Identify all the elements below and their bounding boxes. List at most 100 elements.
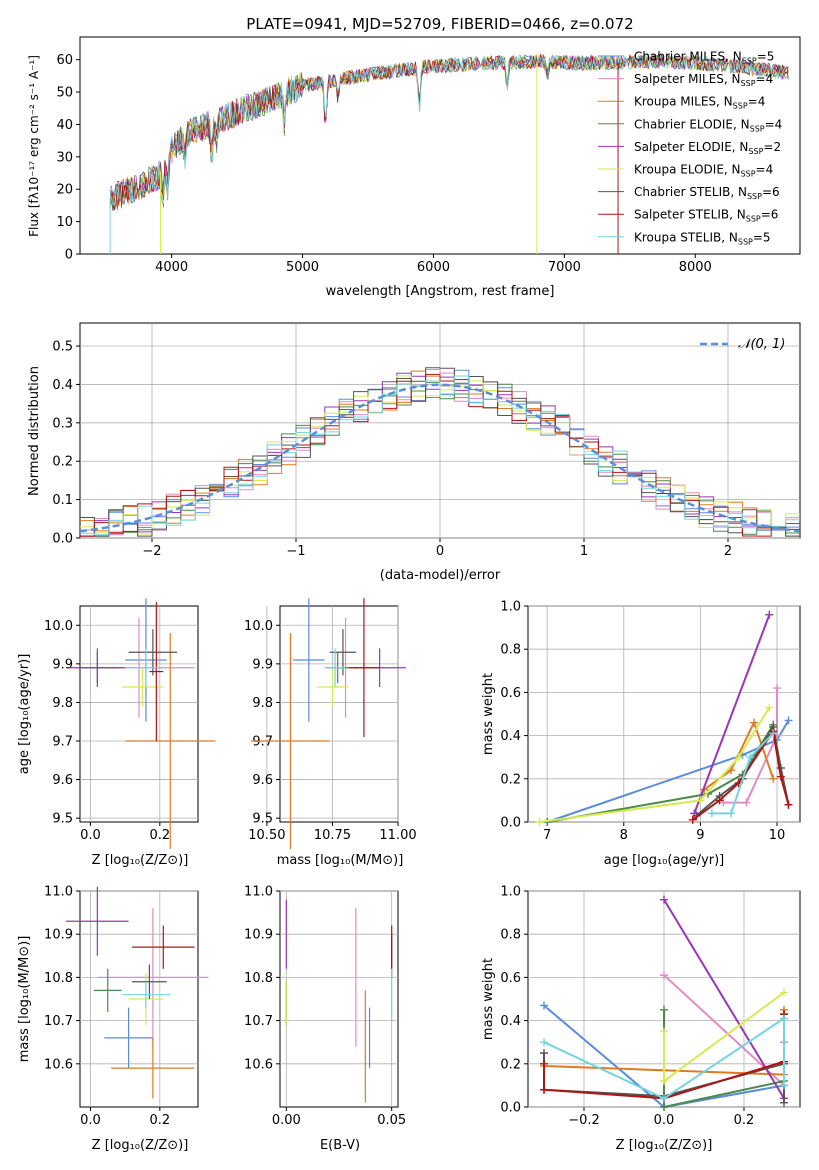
age-vs-weight-xtick-label: 10 xyxy=(769,828,786,843)
residuals-ytick-label: 0.0 xyxy=(52,532,73,547)
residuals-histogram-step xyxy=(80,367,800,537)
z-vs-mass-plot-area: 0.0 0.2 10.6 10.7 10.8 10.9 11.0 xyxy=(44,885,209,1128)
z-vs-weight-point-marker xyxy=(660,1027,668,1036)
spectrum-legend-label: Kroupa ELODIE, NSSP=4 xyxy=(634,163,773,179)
spectrum-legend-label: Kroupa STELIB, NSSP=5 xyxy=(634,230,771,246)
z-vs-weight-ytick-label: 0.4 xyxy=(500,1014,521,1029)
age-vs-weight-xtick-label: 8 xyxy=(620,828,628,843)
z-vs-weight-ytick-label: 0.8 xyxy=(500,928,521,943)
spectrum-series-line xyxy=(109,54,789,207)
z-vs-age-ytick-label: 9.5 xyxy=(52,812,73,827)
spectrum-ytick-label: 60 xyxy=(56,53,73,68)
age-vs-weight-xtick-label: 9 xyxy=(696,828,704,843)
z-vs-age-axes-frame xyxy=(79,605,199,823)
z-vs-age-ytick-label: 9.7 xyxy=(52,735,73,750)
z-vs-weight-point-marker xyxy=(540,1038,548,1047)
z-vs-weight-point-marker xyxy=(780,1081,788,1090)
z-vs-age-plot-area: 0.0 0.2 9.5 9.6 9.7 9.8 9.9 10.0 xyxy=(44,598,216,849)
mass-vs-age-ytick-label: 9.8 xyxy=(252,696,273,711)
mass-vs-age-xtick-label: 11.00 xyxy=(379,828,416,843)
age-vs-weight-point-marker xyxy=(769,729,778,738)
z-vs-mass-xtick-label: 0.2 xyxy=(149,1113,170,1128)
spectrum-xtick-label: 5000 xyxy=(286,260,319,275)
spectrum-legend: Chabrier MILES, NSSP=5 Salpeter MILES, NS… xyxy=(598,50,782,246)
age-vs-weight-point-marker xyxy=(742,798,751,807)
age-vs-weight-point-marker xyxy=(784,800,793,809)
age-vs-weight-ytick-label: 1.0 xyxy=(500,600,521,615)
age-vs-weight-ytick-label: 0.6 xyxy=(500,686,521,701)
spectrum-ytick-label: 10 xyxy=(56,215,73,230)
residuals-plot-area: −2 −1 0 1 2 0.0 0.1 0.2 0.3 0.4 0.5 xyxy=(52,323,801,559)
age-vs-weight-ytick-label: 0.8 xyxy=(500,643,521,658)
age-vs-weight-xlabel: age [log₁₀(age/yr)] xyxy=(604,853,725,868)
ebv-vs-mass-axes-frame xyxy=(279,890,399,1108)
z-vs-mass-ytick-label: 10.7 xyxy=(44,1014,73,1029)
age-vs-weight-point-marker xyxy=(773,684,782,693)
spectrum-xtick-label: 7000 xyxy=(548,260,581,275)
z-vs-weight-series-line xyxy=(663,899,785,1099)
residuals-xtick-label: −1 xyxy=(286,544,305,559)
z-vs-weight-point-marker xyxy=(540,1049,548,1057)
residuals-xtick-label: 1 xyxy=(580,544,588,559)
residuals-histogram-step xyxy=(80,373,800,537)
age-vs-weight-series-line xyxy=(692,728,790,821)
age-vs-weight-point-marker xyxy=(707,809,716,818)
z-vs-weight-ylabel: mass weight xyxy=(481,958,496,1040)
z-vs-weight-ytick-label: 0.6 xyxy=(500,971,521,986)
residuals-panel: −2 −1 0 1 2 0.0 0.1 0.2 0.3 0.4 0.5 (data-model)/e… xyxy=(27,322,801,583)
z-vs-weight-point-marker xyxy=(540,1085,548,1094)
z-vs-age-xtick-label: 0.0 xyxy=(80,828,101,843)
age-vs-weight-point-marker xyxy=(776,772,785,781)
z-vs-age-ytick-label: 9.6 xyxy=(52,773,73,788)
ebv-vs-mass-ytick-label: 10.8 xyxy=(244,971,273,986)
z-vs-weight-point-marker xyxy=(660,895,668,904)
z-vs-weight-point-marker xyxy=(780,1014,788,1023)
z-vs-weight-ytick-label: 0.0 xyxy=(500,1101,521,1116)
residuals-xtick-label: 2 xyxy=(724,544,732,559)
ebv-vs-mass-ytick-label: 11.0 xyxy=(244,885,273,900)
age-vs-weight-series-line xyxy=(539,706,771,823)
z-vs-weight-point-marker xyxy=(660,1077,668,1086)
residuals-xlabel: (data-model)/error xyxy=(380,568,501,583)
mass-vs-age-ytick-label: 9.7 xyxy=(252,735,273,750)
spectrum-ytick-label: 0 xyxy=(65,248,73,263)
spectrum-xtick-label: 6000 xyxy=(417,260,450,275)
residuals-normal-curve xyxy=(79,383,801,533)
residuals-ytick-label: 0.1 xyxy=(52,493,73,508)
mass-vs-age-xtick-label: 10.50 xyxy=(248,828,285,843)
age-vs-weight-point-marker xyxy=(784,716,793,725)
ebv-vs-mass-xtick-label: 0.00 xyxy=(272,1113,301,1128)
z-vs-mass-ytick-label: 10.9 xyxy=(44,928,73,943)
mass-vs-age-xtick-label: 10.75 xyxy=(314,828,351,843)
age-vs-weight-series-line xyxy=(547,724,775,823)
residuals-xtick-label: 0 xyxy=(436,544,444,559)
residuals-xtick-label: −2 xyxy=(142,544,161,559)
age-vs-weight-panel: 7 8 9 10 0.0 0.2 0.4 0.6 0.8 1.0 age [log₁₀(age/y… xyxy=(481,600,801,868)
ebv-vs-mass-xlabel: E(B-V) xyxy=(320,1138,360,1153)
ebv-vs-mass-ytick-label: 10.7 xyxy=(244,1014,273,1029)
z-vs-age-panel: 0.0 0.2 9.5 9.6 9.7 9.8 9.9 10.0 Z [log₁₀(Z/Z⊙)… xyxy=(17,598,216,868)
spectrum-ytick-label: 30 xyxy=(56,150,73,165)
z-vs-weight-point-marker xyxy=(660,971,668,980)
age-vs-weight-point-marker xyxy=(750,718,759,727)
z-vs-weight-xtick-label: 0.0 xyxy=(654,1113,675,1128)
spectrum-ylabel: Flux [fλ10⁻¹⁷ erg cm⁻² s⁻¹ A⁻¹] xyxy=(27,55,41,237)
spectrum-legend-label: Chabrier STELIB, NSSP=6 xyxy=(634,185,780,201)
spectrum-axes-frame xyxy=(79,36,801,255)
spectrum-xlabel: wavelength [Angstrom, rest frame] xyxy=(326,284,555,299)
z-vs-age-ytick-label: 10.0 xyxy=(44,619,73,634)
residuals-ylabel: Normed distribution xyxy=(27,366,42,496)
age-vs-weight-point-marker xyxy=(765,703,774,712)
residuals-legend-label: 𝒩(0, 1) xyxy=(738,337,785,352)
residuals-ytick-label: 0.3 xyxy=(52,416,73,431)
z-vs-weight-point-marker xyxy=(660,1094,668,1103)
residuals-legend: 𝒩(0, 1) xyxy=(700,337,785,352)
spectrum-legend-label: Chabrier MILES, NSSP=5 xyxy=(634,50,774,66)
z-vs-age-ytick-label: 9.8 xyxy=(52,696,73,711)
age-vs-weight-point-marker xyxy=(746,753,755,762)
z-vs-age-ylabel: age [log₁₀(age/yr)] xyxy=(17,654,32,775)
mass-vs-age-panel: 10.50 10.75 11.00 9.5 9.6 9.7 9.8 9.9 10.0 mass … xyxy=(244,598,417,868)
z-vs-weight-xtick-label: −0.2 xyxy=(568,1113,600,1128)
z-vs-weight-point-marker xyxy=(540,1059,548,1068)
